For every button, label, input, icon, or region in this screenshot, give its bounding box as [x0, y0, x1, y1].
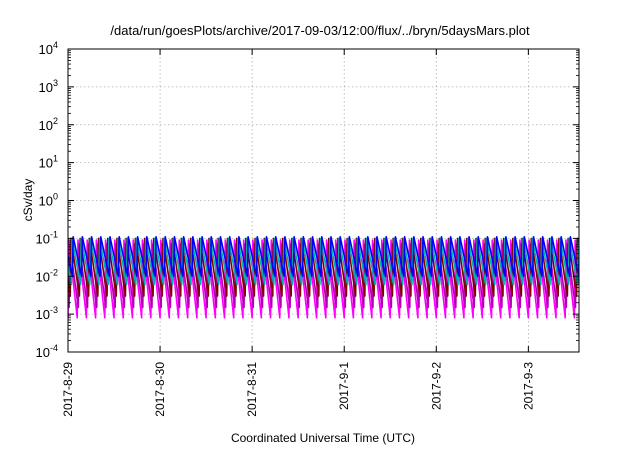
- y-tick-labels: 104 103 102 101 100 10-1 10-2 10-3 10-4: [36, 40, 58, 360]
- axes: [67, 48, 580, 353]
- plot-frame: [67, 48, 580, 353]
- y-axis-label: cSv/day: [21, 179, 35, 222]
- x-tick-label: 2017-8-31: [245, 362, 259, 417]
- x-tick-label: 2017-9-3: [521, 362, 535, 410]
- x-tick-label: 2017-8-30: [153, 362, 167, 417]
- chart-title: /data/run/goesPlots/archive/2017-09-03/1…: [110, 23, 530, 38]
- y-tick-label: 101: [39, 154, 58, 171]
- y-tick-label: 102: [39, 116, 58, 133]
- x-tick-label: 2017-8-29: [61, 362, 75, 417]
- series-line: [68, 237, 579, 297]
- y-tick-label: 10-2: [36, 267, 58, 284]
- y-tick-label: 100: [39, 192, 58, 209]
- y-tick-label: 10-4: [36, 343, 58, 360]
- y-tick-label: 10-1: [36, 229, 58, 246]
- x-axis-label: Coordinated Universal Time (UTC): [231, 431, 415, 445]
- y-tick-label: 104: [39, 40, 58, 57]
- x-tick-label: 2017-9-2: [429, 362, 443, 410]
- y-tick-label: 103: [39, 78, 58, 95]
- series-line: [68, 237, 579, 286]
- x-tick-labels: 2017-8-29 2017-8-30 2017-8-31 2017-9-1 2017-…: [61, 362, 535, 417]
- data-series: [68, 236, 579, 319]
- y-tick-label: 10-3: [36, 305, 58, 322]
- series-line: [68, 236, 579, 278]
- x-tick-label: 2017-9-1: [337, 362, 351, 410]
